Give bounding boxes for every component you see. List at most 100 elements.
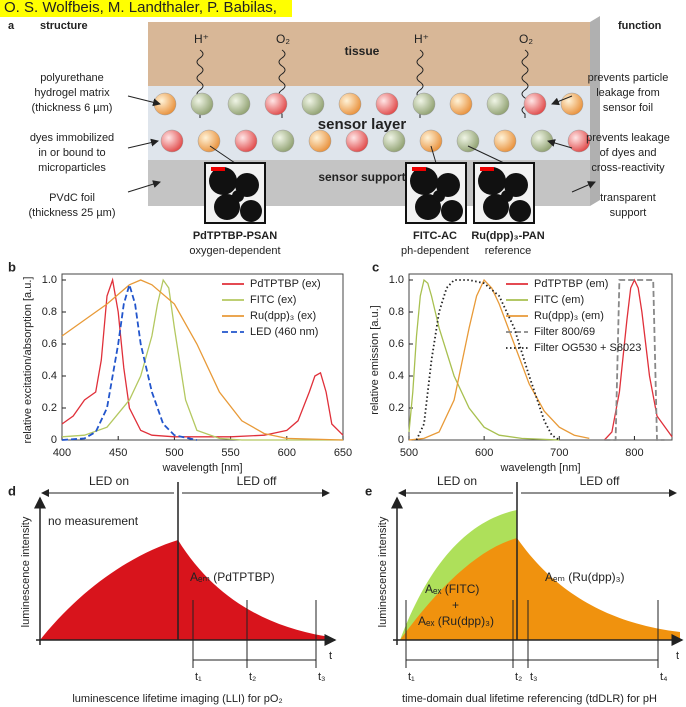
micro-particle [433,190,445,202]
particle-role: reference [485,245,531,257]
series-line [408,278,560,441]
x-axis-label: wavelength [nm] [161,462,242,474]
scale-bar [412,167,426,171]
species: O₂ [519,32,533,46]
plot-frame [61,273,344,441]
particle [234,129,258,153]
label: sensor support [318,170,405,184]
legend-label: FITC (ex) [250,294,296,306]
time-label: t₁ [408,671,415,683]
header-highlight [0,0,292,17]
particle [486,92,510,116]
structure-note: polyurethane [40,72,104,84]
pointer [551,95,573,106]
function-note: leakage from [596,87,660,99]
caption: luminescence lifetime imaging (LLI) for … [72,693,282,705]
series-line [604,279,665,441]
annotation: Aₑₘ (PdTPTBP) [190,570,275,584]
y-tick-label: 0.4 [42,370,57,382]
particle-name: PdTPTBP-PSAN [193,230,277,242]
pointer [127,180,161,193]
structure-note: PVdC foil [49,192,95,204]
caption: time-domain dual lifetime referencing (t… [402,693,657,705]
y-tick-label: 0.6 [389,338,404,350]
species: H⁺ [414,32,429,46]
lli-area [40,540,330,640]
series-line [61,278,343,441]
x-tick-label: 500 [165,447,183,459]
micro-particle [410,167,438,195]
micro-particle [441,200,463,222]
x-tick-label: 550 [221,447,239,459]
micro-particle [501,190,513,202]
panel-label: e [365,483,372,498]
particle [523,92,547,116]
time-label: t₃ [530,671,538,683]
y-tick-label: 0 [51,434,57,446]
tissue-layer [148,22,590,86]
scale-bar [480,167,494,171]
label: sensor layer [318,116,407,133]
structure-note: in or bound to [38,147,105,159]
particle [301,92,325,116]
pointer [571,181,596,193]
particle-name: FITC-AC [413,230,457,242]
function-note: sensor foil [603,102,653,114]
particle [419,129,443,153]
structure-note: microparticles [38,162,106,174]
particle [375,92,399,116]
particle [567,129,591,153]
particle [197,129,221,153]
y-tick-label: 0.8 [389,306,404,318]
x-tick-label: 450 [109,447,127,459]
micro-particle [478,167,506,195]
particle-name: Ru(dpp)₃-PAN [471,230,544,242]
y-axis-label: luminescence intensity [20,516,32,627]
function-note: cross-reactivity [591,162,665,174]
annotation: Aₑₓ (FITC) [425,582,479,596]
particle [493,129,517,153]
plot-frame [408,273,673,441]
label: LED off [580,474,620,488]
function-note: prevents particle [588,72,669,84]
particle [271,129,295,153]
label: LED on [89,474,129,488]
series-line [603,278,673,441]
scale-bar [211,167,225,171]
pointer [467,145,505,164]
ru-area [400,538,680,640]
x-tick-label: 650 [334,447,352,459]
time-label: t₂ [249,671,256,683]
particle [456,129,480,153]
time-label: t₁ [195,671,202,683]
y-tick-label: 0.8 [42,306,57,318]
particle [449,92,473,116]
legend-label: FITC (em) [534,294,584,306]
series-line [415,279,560,441]
function-note: transparent [600,192,656,204]
legend-label: Ru(dpp)₃ (em) [534,310,604,322]
y-tick-label: 0.4 [389,370,404,382]
particle [345,129,369,153]
pointer [430,145,437,164]
structure-note: hydrogel matrix [34,87,110,99]
micro-particle [483,194,509,220]
function-note: support [610,207,647,219]
time-label: t₂ [515,671,522,683]
y-tick-label: 1.0 [42,274,57,286]
label: a [8,20,15,32]
function-note: prevents leakage [586,132,670,144]
species: H⁺ [194,32,209,46]
micro-particle [209,167,237,195]
x-axis-label: wavelength [nm] [499,462,580,474]
micro-particle [214,194,240,220]
panel-label: c [372,259,379,274]
series-line [408,278,590,441]
time-label: t₄ [660,671,668,683]
particle [338,92,362,116]
micro-particle [415,194,441,220]
label: tissue [345,44,380,58]
legend-label: PdTPTBP (ex) [250,278,321,290]
y-axis-label: relative emission [a.u.] [369,305,381,414]
